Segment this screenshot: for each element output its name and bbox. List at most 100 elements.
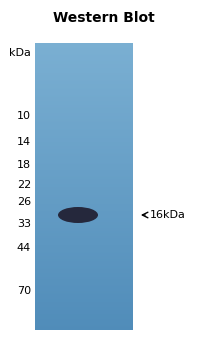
Bar bbox=[35, 86, 132, 87]
Bar bbox=[35, 250, 132, 251]
Bar bbox=[35, 166, 132, 167]
Bar bbox=[35, 309, 132, 310]
Bar bbox=[35, 285, 132, 286]
Bar bbox=[35, 177, 132, 178]
Bar bbox=[35, 246, 132, 247]
Bar bbox=[35, 70, 132, 71]
Bar bbox=[35, 209, 132, 210]
Bar bbox=[35, 61, 132, 62]
Bar bbox=[35, 307, 132, 308]
Text: 70: 70 bbox=[17, 286, 31, 296]
Bar bbox=[35, 224, 132, 225]
Bar bbox=[35, 169, 132, 170]
Bar bbox=[35, 92, 132, 93]
Bar bbox=[35, 120, 132, 121]
Bar bbox=[35, 232, 132, 233]
Bar bbox=[35, 93, 132, 94]
Bar bbox=[35, 101, 132, 102]
Bar bbox=[35, 97, 132, 98]
Bar bbox=[35, 146, 132, 147]
Text: 18: 18 bbox=[17, 160, 31, 170]
Bar bbox=[35, 293, 132, 294]
Text: 33: 33 bbox=[17, 219, 31, 229]
Bar bbox=[35, 324, 132, 325]
Bar bbox=[35, 242, 132, 243]
Bar bbox=[35, 237, 132, 238]
Bar bbox=[35, 219, 132, 220]
Bar bbox=[35, 212, 132, 213]
Bar bbox=[35, 73, 132, 74]
Bar bbox=[35, 117, 132, 118]
Bar bbox=[35, 144, 132, 145]
Bar bbox=[35, 189, 132, 190]
Bar bbox=[35, 329, 132, 330]
Bar bbox=[35, 301, 132, 302]
Bar bbox=[35, 134, 132, 135]
Bar bbox=[35, 157, 132, 158]
Bar bbox=[35, 317, 132, 318]
Bar bbox=[35, 292, 132, 293]
Bar bbox=[35, 274, 132, 275]
Bar bbox=[35, 172, 132, 173]
Bar bbox=[35, 67, 132, 68]
Bar bbox=[35, 314, 132, 315]
Bar bbox=[35, 43, 132, 44]
Bar bbox=[35, 122, 132, 123]
Bar bbox=[35, 227, 132, 228]
Bar bbox=[35, 52, 132, 53]
Bar bbox=[35, 325, 132, 326]
Bar bbox=[35, 263, 132, 264]
Bar bbox=[35, 56, 132, 57]
Bar bbox=[35, 310, 132, 311]
Bar bbox=[35, 220, 132, 221]
Bar bbox=[35, 315, 132, 316]
Bar bbox=[35, 260, 132, 261]
Bar bbox=[35, 136, 132, 137]
Bar bbox=[35, 261, 132, 262]
Bar bbox=[35, 185, 132, 186]
Bar bbox=[35, 275, 132, 276]
Bar bbox=[35, 165, 132, 166]
Bar bbox=[35, 89, 132, 90]
Text: 14: 14 bbox=[17, 137, 31, 147]
Bar bbox=[35, 174, 132, 175]
Bar bbox=[35, 143, 132, 144]
Bar bbox=[35, 251, 132, 252]
Bar bbox=[35, 280, 132, 281]
Bar bbox=[35, 107, 132, 108]
Bar bbox=[35, 266, 132, 267]
Bar bbox=[35, 193, 132, 194]
Bar bbox=[35, 218, 132, 219]
Bar bbox=[35, 131, 132, 132]
Bar bbox=[35, 145, 132, 146]
Bar bbox=[35, 226, 132, 227]
Bar bbox=[35, 175, 132, 176]
Bar bbox=[35, 128, 132, 129]
Bar bbox=[35, 142, 132, 143]
Bar bbox=[35, 313, 132, 314]
Bar bbox=[35, 268, 132, 269]
Bar bbox=[35, 183, 132, 184]
Bar bbox=[35, 270, 132, 271]
Bar bbox=[35, 202, 132, 203]
Bar bbox=[35, 103, 132, 104]
Bar bbox=[35, 271, 132, 272]
Bar bbox=[35, 210, 132, 211]
Text: 22: 22 bbox=[17, 180, 31, 190]
Bar bbox=[35, 215, 132, 216]
Text: Western Blot: Western Blot bbox=[53, 11, 154, 25]
Bar bbox=[35, 231, 132, 232]
Bar bbox=[35, 256, 132, 257]
Bar bbox=[35, 50, 132, 51]
Bar bbox=[35, 282, 132, 283]
Bar bbox=[35, 81, 132, 82]
Bar bbox=[35, 281, 132, 282]
Bar bbox=[35, 181, 132, 182]
Text: kDa: kDa bbox=[9, 48, 31, 58]
Bar bbox=[35, 124, 132, 125]
Bar bbox=[35, 267, 132, 268]
Bar bbox=[35, 162, 132, 163]
Bar bbox=[35, 47, 132, 48]
Bar bbox=[35, 296, 132, 297]
Bar bbox=[35, 258, 132, 259]
